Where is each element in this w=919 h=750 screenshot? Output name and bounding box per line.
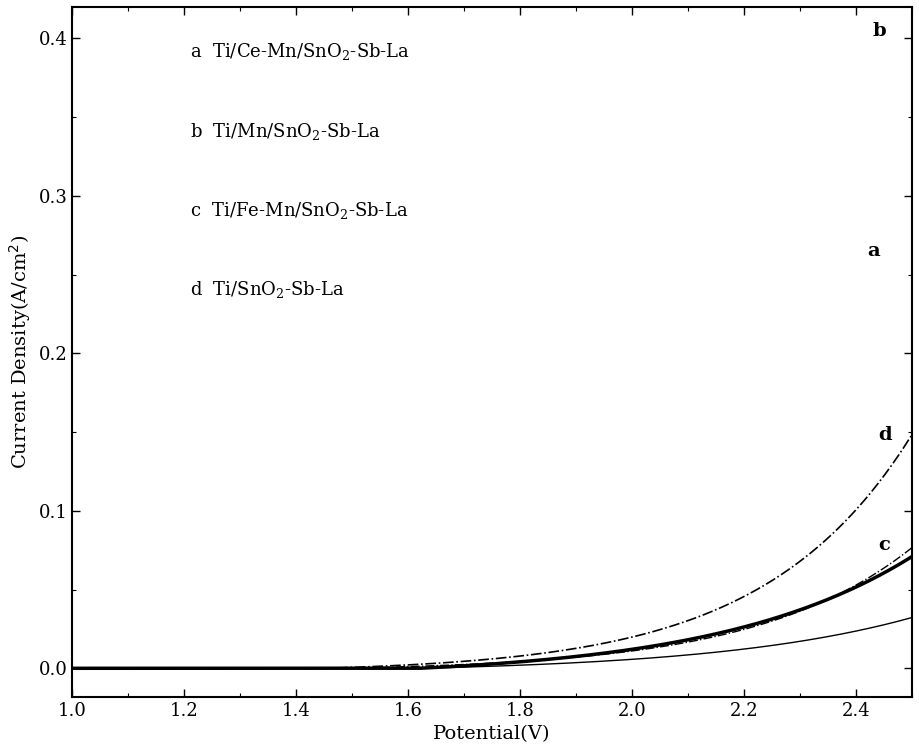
Text: d: d <box>879 426 892 444</box>
Text: a: a <box>868 242 880 260</box>
Text: b  Ti/Mn/SnO$_2$-Sb-La: b Ti/Mn/SnO$_2$-Sb-La <box>189 121 380 142</box>
Text: a  Ti/Ce-Mn/SnO$_2$-Sb-La: a Ti/Ce-Mn/SnO$_2$-Sb-La <box>189 41 410 62</box>
Text: c: c <box>879 536 891 554</box>
Text: b: b <box>873 22 887 40</box>
X-axis label: Potential(V): Potential(V) <box>434 725 550 743</box>
Text: c  Ti/Fe-Mn/SnO$_2$-Sb-La: c Ti/Fe-Mn/SnO$_2$-Sb-La <box>189 200 408 221</box>
Y-axis label: Current Density(A/cm$^2$): Current Density(A/cm$^2$) <box>7 235 33 469</box>
Text: d  Ti/SnO$_2$-Sb-La: d Ti/SnO$_2$-Sb-La <box>189 279 344 300</box>
